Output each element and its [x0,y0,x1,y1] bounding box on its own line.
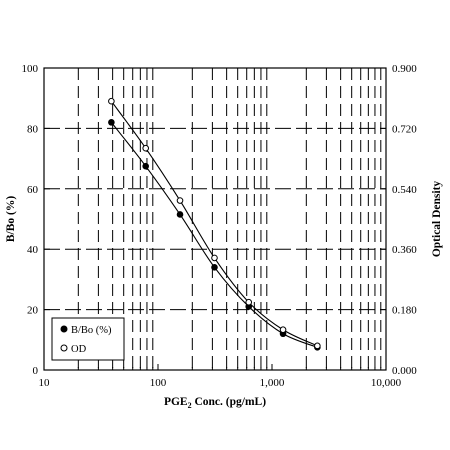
y-right-tick-label: 0.180 [392,305,417,317]
data-point-od [142,144,149,152]
y-left-tick-label: 40 [27,244,39,256]
y-left-tick-label: 60 [27,184,39,196]
legend-marker-od [60,344,68,352]
series-line-bbo [110,122,318,348]
data-point-od [314,342,321,350]
grid [44,68,386,370]
y-axis-left-title: B/Bo (%) [5,196,17,242]
data-point-od [176,197,184,204]
y-axis-right-title: Optical Density [431,181,443,258]
y-right-tick-label: 0.720 [392,123,417,135]
data-point-bbo [108,119,115,126]
x-tick-label: 10,000 [371,377,402,389]
y-left-tick-label: 20 [27,305,39,317]
ticks: 0 20 40 60 80 100 0.000 0.180 0.360 0.540 0.720 0.9… [22,63,418,389]
y-left-tick-label: 100 [22,63,39,75]
legend: B/Bo (%) OD [51,317,125,361]
x-tick-label: 100 [150,377,167,389]
x-tick-label: 10 [39,377,51,389]
x-tick-label: 1,000 [260,377,285,389]
legend-label-od: OD [71,344,87,355]
data-point-od [279,326,287,334]
data-point-bbo [142,162,149,170]
data-point-od [108,97,115,105]
y-right-tick-label: 0.360 [392,244,417,256]
y-right-tick-label: 0.000 [392,365,417,377]
plot-frame [43,67,387,371]
y-right-tick-label: 0.540 [392,184,417,196]
y-right-tick-label: 0.900 [392,63,417,75]
legend-label-bbo: B/Bo (%) [71,325,112,336]
y-left-tick-label: 0 [33,365,39,377]
legend-marker-bbo [60,325,68,333]
y-left-tick-label: 80 [27,123,39,135]
series-layer [108,97,321,351]
data-point-bbo [211,264,218,271]
data-point-od [211,254,218,262]
data-point-bbo [176,211,184,218]
legend-box [51,317,125,361]
x-axis-title: PGE2 Conc. (pg/mL) [164,396,266,410]
data-point-od [245,298,253,306]
